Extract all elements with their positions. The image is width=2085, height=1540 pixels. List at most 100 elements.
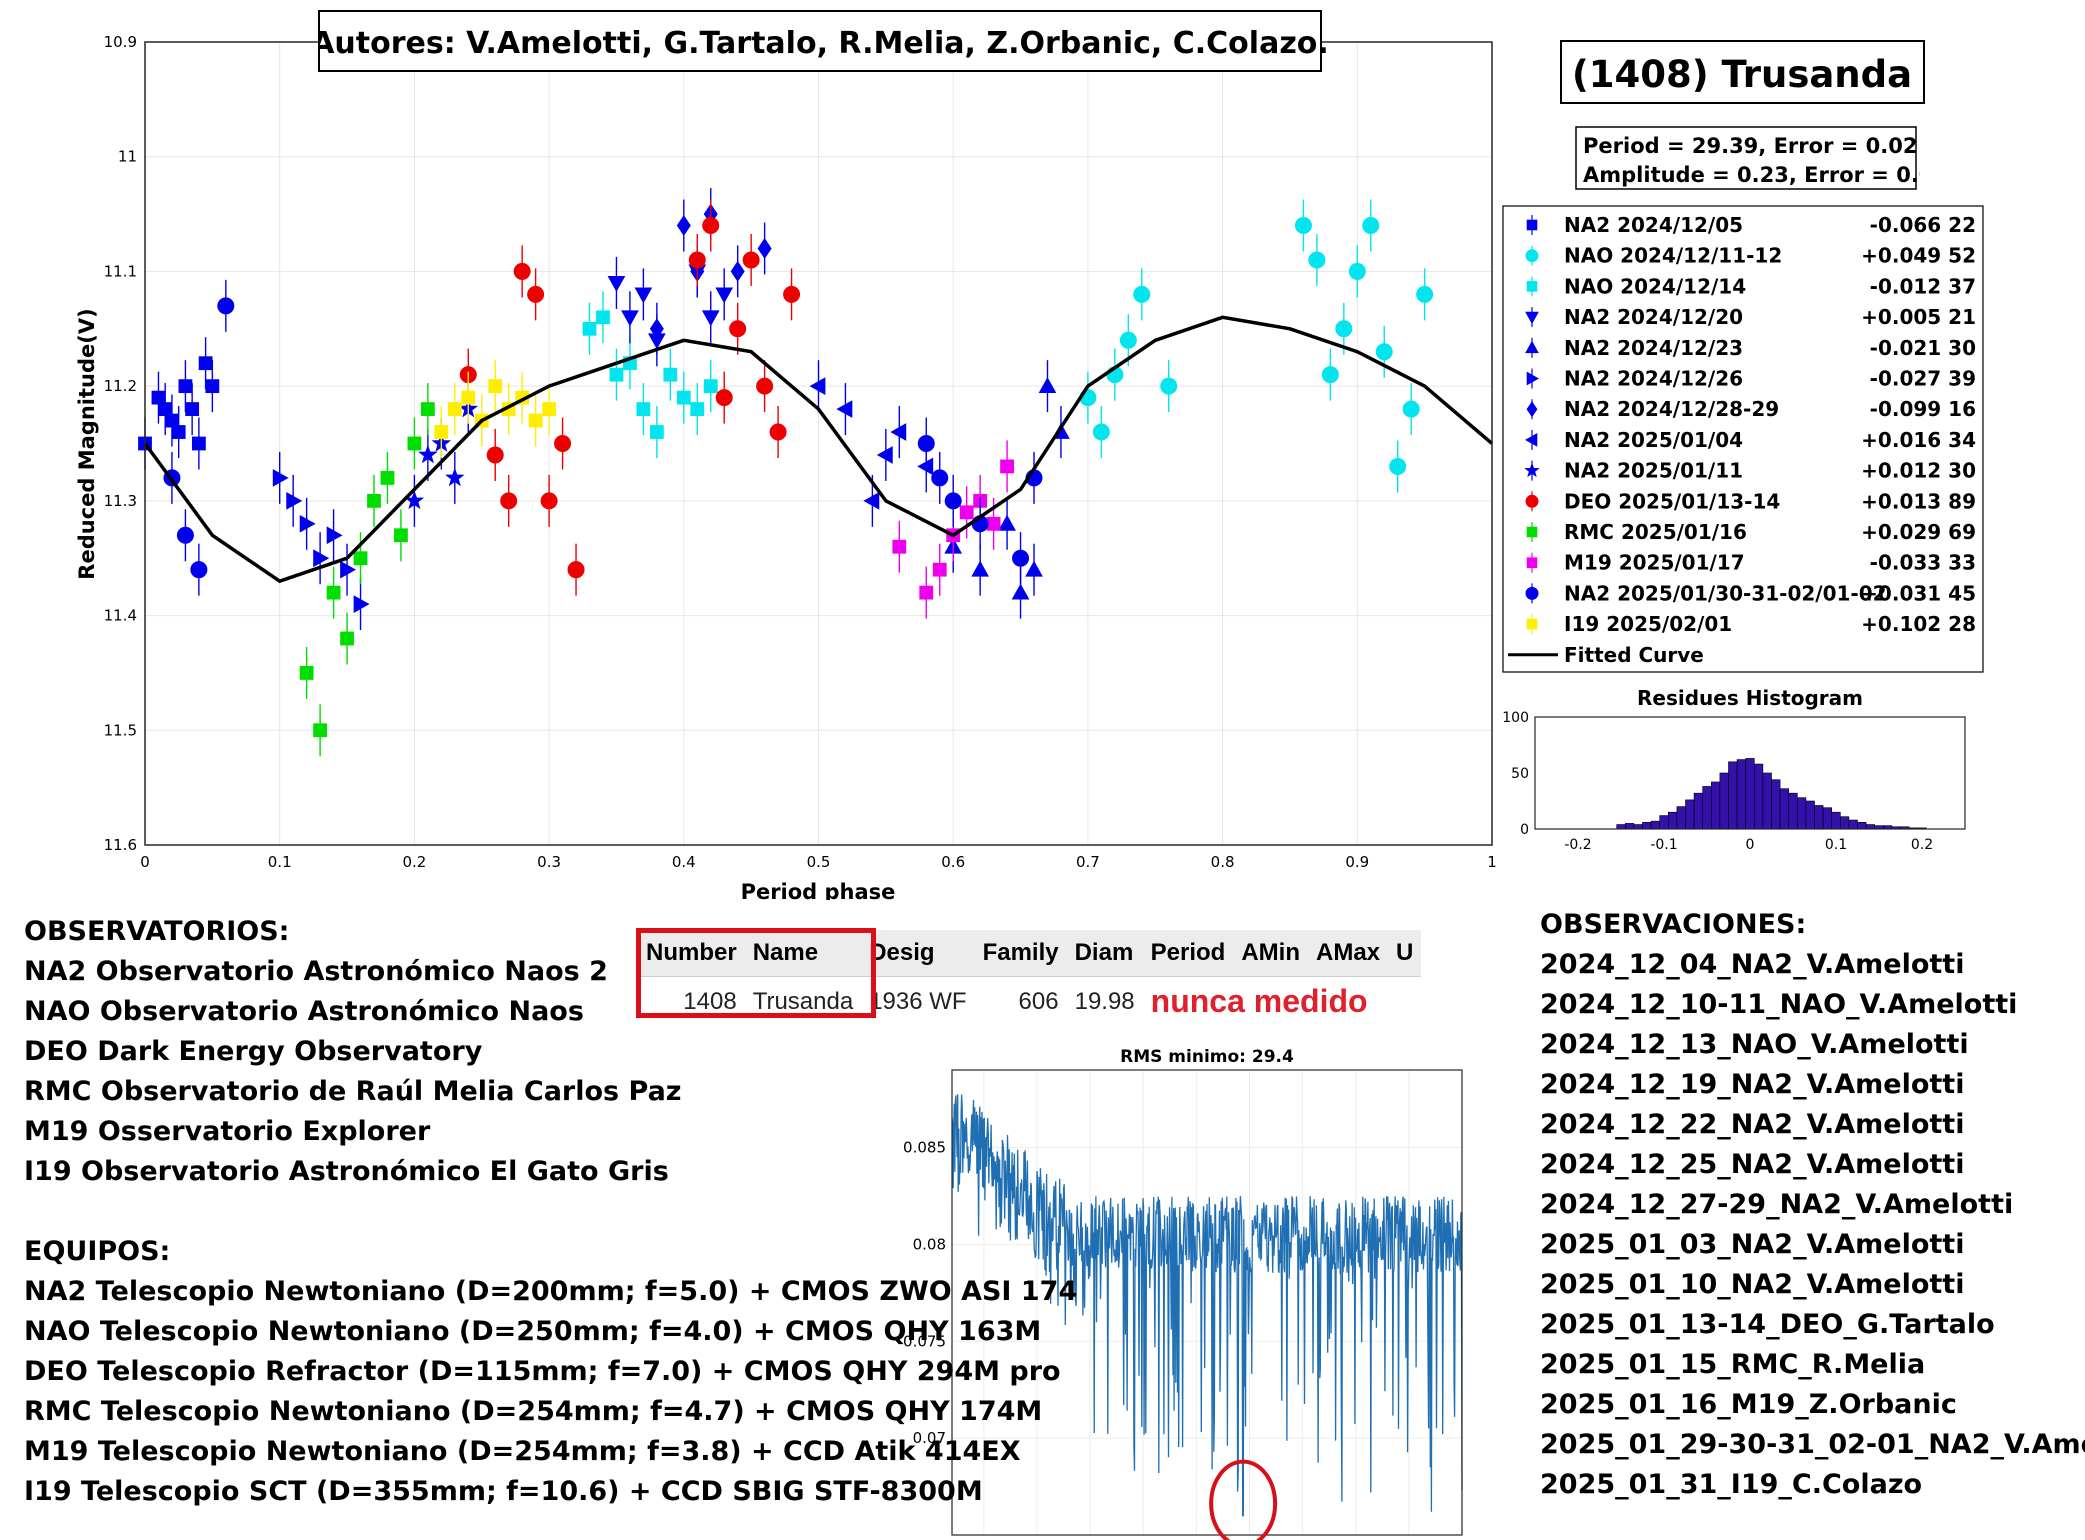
data-point xyxy=(731,262,744,281)
legend-offset: +0.013 89 xyxy=(1861,489,1976,513)
data-point xyxy=(1376,344,1392,360)
histogram-x-tick: -0.1 xyxy=(1650,837,1677,853)
observacion-line: 2025_01_29-30-31_02-01_NA2_V.Amelotti xyxy=(1540,1425,2085,1465)
histogram-bar xyxy=(1677,807,1686,829)
main-y-tick-label: 10.9 xyxy=(104,33,137,51)
object-title-box: (1408) Trusanda xyxy=(1560,40,1930,106)
data-point xyxy=(501,493,517,509)
main-x-tick-label: 0.9 xyxy=(1345,853,1369,871)
legend-offset: +0.012 30 xyxy=(1861,459,1976,483)
data-point xyxy=(555,436,571,452)
main-x-tick-label: 0.6 xyxy=(941,853,965,871)
legend-marker xyxy=(1527,220,1537,230)
equipo-line: DEO Telescopio Refractor (D=115mm; f=7.0… xyxy=(24,1352,1077,1392)
histogram-bar xyxy=(1711,782,1720,829)
data-point xyxy=(1134,286,1150,302)
data-point xyxy=(1026,562,1042,576)
legend-label: NA2 2025/01/04 xyxy=(1564,428,1743,452)
legend-offset: +0.029 69 xyxy=(1861,520,1976,544)
period-value: Period = 29.39, Error = 0.02 xyxy=(1583,134,1917,158)
data-point xyxy=(314,724,327,737)
lcdb-header-period: Period xyxy=(1143,930,1234,977)
data-point xyxy=(199,357,212,370)
data-point xyxy=(920,586,933,599)
data-point xyxy=(354,552,367,565)
observacion-line: 2025_01_16_M19_Z.Orbanic xyxy=(1540,1385,2085,1425)
legend-label: NAO 2024/12/14 xyxy=(1564,274,1746,298)
data-point xyxy=(1363,218,1379,234)
histogram-x-tick: 0.2 xyxy=(1911,837,1933,853)
data-point xyxy=(218,298,234,314)
equipo-line: I19 Telescopio SCT (D=355mm; f=10.6) + C… xyxy=(24,1472,1077,1512)
histogram-bar xyxy=(1625,823,1634,829)
data-point xyxy=(932,470,948,486)
data-point xyxy=(177,527,193,543)
legend-offset: -0.012 37 xyxy=(1870,274,1976,298)
data-point xyxy=(568,562,584,578)
data-point xyxy=(650,426,663,439)
data-point xyxy=(408,437,421,450)
data-point xyxy=(704,380,717,393)
observacion-line: 2025_01_15_RMC_R.Melia xyxy=(1540,1345,2085,1385)
histogram-y-tick: 50 xyxy=(1511,766,1529,782)
data-point xyxy=(891,424,905,440)
legend-offset: -0.033 33 xyxy=(1870,551,1976,575)
legend-offset: +0.031 45 xyxy=(1861,581,1976,605)
data-point xyxy=(368,494,381,507)
data-point xyxy=(770,424,786,440)
data-point xyxy=(435,426,448,439)
data-point xyxy=(918,458,932,474)
series-9 xyxy=(460,200,799,596)
data-point xyxy=(987,517,1000,530)
legend-label: RMC 2025/01/16 xyxy=(1564,520,1747,544)
data-point xyxy=(811,378,825,394)
equipos-header: EQUIPOS: xyxy=(24,1232,1077,1272)
legend-label: M19 2025/01/17 xyxy=(1564,551,1745,575)
data-point xyxy=(664,368,677,381)
data-point xyxy=(837,401,851,417)
main-data-points xyxy=(139,188,1433,756)
histogram-bar xyxy=(1643,822,1652,829)
observacion-line: 2024_12_25_NA2_V.Amelotti xyxy=(1540,1145,2085,1185)
histogram-x-tick: -0.2 xyxy=(1564,837,1591,853)
histogram-bar xyxy=(1660,816,1669,829)
observacion-line: 2024_12_13_NAO_V.Amelotti xyxy=(1540,1025,2085,1065)
histogram-x-tick: 0 xyxy=(1746,837,1755,853)
observaciones-list: OBSERVACIONES: 2024_12_04_NA2_V.Amelotti… xyxy=(1540,905,2085,1505)
observacion-line: 2024_12_10-11_NAO_V.Amelotti xyxy=(1540,985,2085,1025)
series-5 xyxy=(273,452,368,630)
series-2 xyxy=(583,291,717,458)
data-point xyxy=(677,391,690,404)
series-3 xyxy=(608,245,732,366)
main-y-tick-label: 11.6 xyxy=(104,836,137,854)
data-point xyxy=(487,447,503,463)
equipo-line: RMC Telescopio Newtoniano (D=254mm; f=4.… xyxy=(24,1392,1077,1432)
data-point xyxy=(610,368,623,381)
data-point xyxy=(1322,367,1338,383)
fit-info-box: Period = 29.39, Error = 0.02 Amplitude =… xyxy=(1575,126,1920,192)
data-point xyxy=(635,288,651,302)
observacion-line: 2025_01_31_I19_C.Colazo xyxy=(1540,1465,2085,1505)
data-point xyxy=(327,527,341,543)
data-point xyxy=(529,414,542,427)
main-y-tick-label: 11.5 xyxy=(104,721,137,739)
main-y-tick-label: 11.3 xyxy=(104,492,137,510)
data-point xyxy=(528,286,544,302)
data-point xyxy=(462,391,475,404)
data-point xyxy=(159,403,172,416)
legend-offset: +0.049 52 xyxy=(1861,244,1976,268)
amplitude-value: Amplitude = 0.23, Error = 0.08 xyxy=(1583,163,1920,187)
data-point xyxy=(689,252,705,268)
legend-entry: NA2 2024/12/28-29-0.099 16 xyxy=(1527,397,1976,421)
main-y-tick-label: 11.1 xyxy=(104,262,137,280)
data-point xyxy=(300,667,313,680)
observacion-line: 2024_12_04_NA2_V.Amelotti xyxy=(1540,945,2085,985)
histogram-y-tick: 100 xyxy=(1502,710,1529,726)
histogram-bar xyxy=(1789,793,1798,829)
main-x-tick-label: 0.7 xyxy=(1076,853,1100,871)
histogram-bar xyxy=(1729,762,1738,829)
legend-entry: NAO 2024/12/11-12+0.049 52 xyxy=(1526,244,1976,268)
